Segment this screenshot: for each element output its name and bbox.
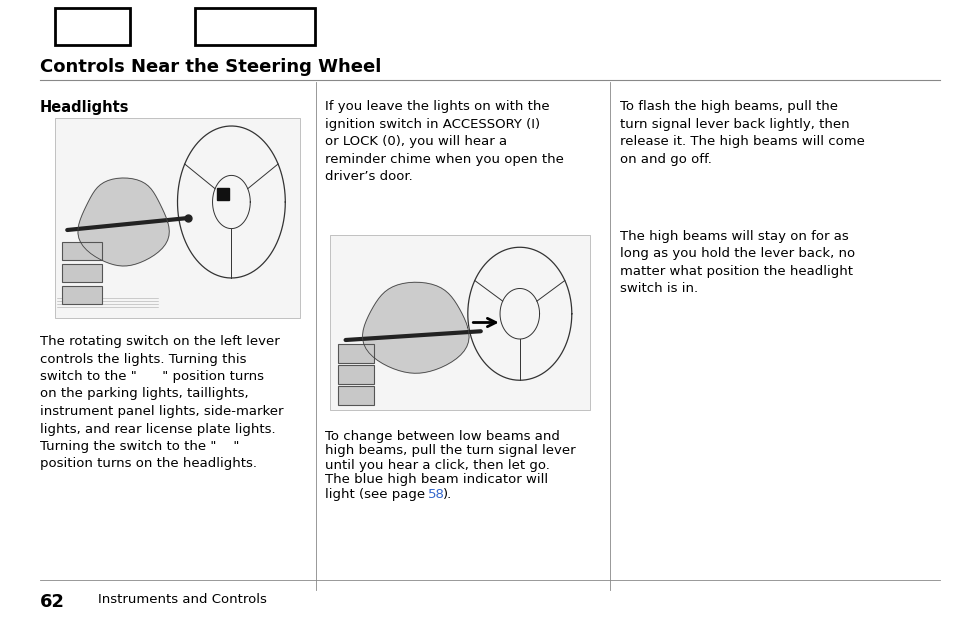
Text: The rotating switch on the left lever
controls the lights. Turning this
switch t: The rotating switch on the left lever co… bbox=[40, 335, 283, 471]
Bar bbox=[62, 286, 101, 304]
Text: 62: 62 bbox=[40, 593, 65, 611]
Text: high beams, pull the turn signal lever: high beams, pull the turn signal lever bbox=[325, 445, 575, 457]
Bar bbox=[194, 8, 314, 45]
Text: The blue high beam indicator will: The blue high beam indicator will bbox=[325, 474, 548, 486]
Text: Instruments and Controls: Instruments and Controls bbox=[98, 593, 267, 606]
Text: 58: 58 bbox=[428, 488, 444, 501]
Text: Controls Near the Steering Wheel: Controls Near the Steering Wheel bbox=[40, 58, 381, 76]
Text: The high beams will stay on for as
long as you hold the lever back, no
matter wh: The high beams will stay on for as long … bbox=[619, 230, 854, 295]
Bar bbox=[62, 242, 101, 260]
Text: until you hear a click, then let go.: until you hear a click, then let go. bbox=[325, 459, 549, 472]
Bar bbox=[62, 264, 101, 282]
Bar bbox=[337, 343, 374, 363]
Bar bbox=[55, 8, 130, 45]
Bar bbox=[337, 365, 374, 384]
Bar bbox=[337, 386, 374, 404]
Text: If you leave the lights on with the
ignition switch in ACCESSORY (I)
or LOCK (0): If you leave the lights on with the igni… bbox=[325, 100, 563, 183]
Bar bbox=[55, 118, 299, 318]
Text: To change between low beams and: To change between low beams and bbox=[325, 430, 559, 443]
Polygon shape bbox=[78, 178, 169, 266]
Text: To flash the high beams, pull the
turn signal lever back lightly, then
release i: To flash the high beams, pull the turn s… bbox=[619, 100, 864, 166]
Text: ).: ). bbox=[442, 488, 452, 501]
Bar bbox=[330, 235, 589, 410]
Text: Headlights: Headlights bbox=[40, 100, 130, 115]
Text: light (see page: light (see page bbox=[325, 488, 429, 501]
Polygon shape bbox=[362, 282, 469, 373]
